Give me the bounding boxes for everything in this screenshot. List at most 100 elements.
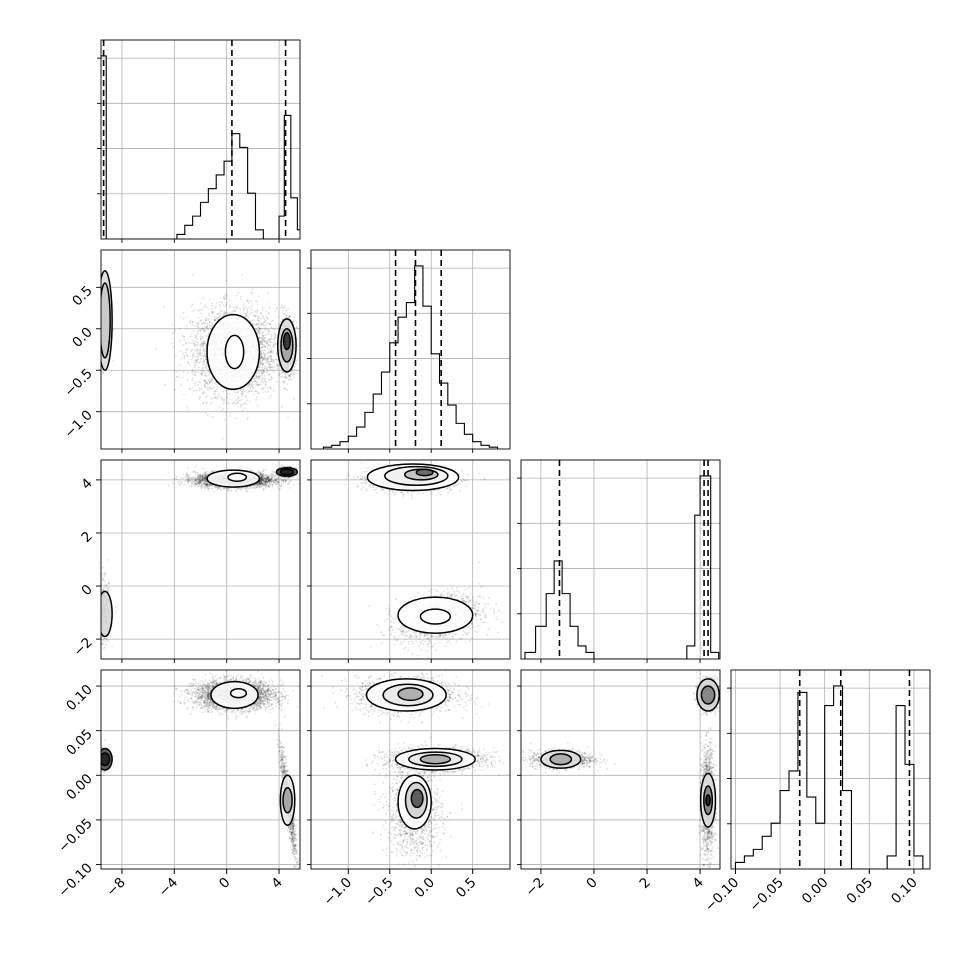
sample-point bbox=[98, 304, 100, 306]
sample-point bbox=[202, 358, 204, 360]
sample-point bbox=[268, 339, 270, 341]
sample-point bbox=[188, 342, 190, 344]
sample-point bbox=[97, 333, 99, 335]
sample-point bbox=[270, 351, 272, 353]
sample-point bbox=[200, 355, 202, 357]
sample-point bbox=[186, 348, 188, 350]
sample-point bbox=[240, 296, 242, 298]
sample-point bbox=[293, 371, 295, 373]
sample-point bbox=[273, 367, 275, 369]
sample-point bbox=[256, 376, 258, 378]
sample-point bbox=[215, 398, 217, 400]
sample-point bbox=[285, 317, 287, 319]
sample-point bbox=[196, 348, 198, 350]
sample-point bbox=[194, 364, 196, 366]
sample-point bbox=[199, 330, 201, 332]
sample-point bbox=[289, 376, 291, 378]
sample-point bbox=[207, 307, 209, 309]
sample-point bbox=[201, 323, 203, 325]
panel-frame bbox=[731, 670, 930, 869]
sample-point bbox=[271, 359, 273, 361]
sample-point bbox=[200, 319, 202, 321]
sample-point bbox=[259, 384, 261, 386]
sample-point bbox=[97, 643, 99, 645]
sample-point bbox=[185, 342, 187, 344]
sample-point bbox=[198, 317, 200, 319]
sample-point bbox=[240, 298, 242, 300]
sample-point bbox=[263, 382, 265, 384]
sample-point bbox=[198, 398, 200, 400]
sample-point bbox=[214, 307, 216, 309]
sample-point bbox=[275, 310, 277, 312]
sample-point bbox=[98, 301, 100, 303]
density-contour bbox=[225, 335, 243, 368]
sample-point bbox=[230, 304, 232, 306]
sample-point bbox=[269, 361, 271, 363]
sample-point bbox=[201, 375, 203, 377]
sample-point bbox=[272, 320, 274, 322]
sample-point bbox=[250, 313, 252, 315]
sample-point bbox=[97, 301, 99, 303]
sample-point bbox=[244, 391, 246, 393]
sample-point bbox=[261, 349, 263, 351]
sample-point bbox=[98, 619, 100, 621]
sample-point bbox=[196, 352, 198, 354]
sample-point bbox=[102, 264, 104, 266]
sample-point bbox=[97, 337, 99, 339]
sample-point bbox=[174, 370, 176, 372]
sample-point bbox=[236, 401, 238, 403]
sample-point bbox=[199, 349, 201, 351]
sample-point bbox=[286, 377, 288, 379]
histogram-panel-0 bbox=[96, 40, 305, 239]
sample-point bbox=[261, 366, 263, 368]
sample-point bbox=[205, 412, 207, 414]
sample-point bbox=[264, 320, 266, 322]
sample-point bbox=[191, 342, 193, 344]
sample-point bbox=[189, 321, 191, 323]
sample-point bbox=[223, 298, 225, 300]
sample-point bbox=[258, 295, 260, 297]
sample-point bbox=[173, 346, 175, 348]
sample-point bbox=[262, 306, 264, 308]
sample-point bbox=[263, 345, 265, 347]
sample-point bbox=[199, 397, 201, 399]
sample-point bbox=[222, 398, 224, 400]
sample-point bbox=[190, 388, 192, 390]
sample-point bbox=[266, 366, 268, 368]
sample-point bbox=[95, 605, 97, 607]
sample-point bbox=[223, 408, 225, 410]
sample-point bbox=[256, 396, 258, 398]
histogram-step-0 bbox=[96, 56, 305, 239]
sample-point bbox=[245, 314, 247, 316]
sample-point bbox=[284, 307, 286, 309]
sample-point bbox=[269, 374, 271, 376]
sample-point bbox=[262, 359, 264, 361]
sample-point bbox=[247, 391, 249, 393]
sample-point bbox=[264, 358, 266, 360]
sample-point bbox=[270, 326, 272, 328]
sample-point bbox=[270, 368, 272, 370]
sample-point bbox=[224, 305, 226, 307]
sample-point bbox=[264, 366, 266, 368]
sample-point bbox=[104, 576, 106, 578]
sample-point bbox=[105, 644, 107, 646]
sample-point bbox=[182, 353, 184, 355]
sample-point bbox=[96, 607, 98, 609]
sample-point bbox=[96, 304, 98, 306]
sample-point bbox=[269, 323, 271, 325]
sample-point bbox=[253, 319, 255, 321]
sample-point bbox=[267, 351, 269, 353]
sample-point bbox=[269, 307, 271, 309]
sample-point bbox=[245, 307, 247, 309]
sample-point bbox=[200, 342, 202, 344]
sample-point bbox=[198, 323, 200, 325]
sample-point bbox=[194, 355, 196, 357]
sample-point bbox=[243, 308, 245, 310]
sample-point bbox=[255, 329, 257, 331]
sample-point bbox=[199, 389, 201, 391]
sample-point bbox=[257, 332, 259, 334]
sample-point bbox=[203, 330, 205, 332]
sample-point bbox=[200, 370, 202, 372]
sample-point bbox=[249, 401, 251, 403]
sample-point bbox=[260, 312, 262, 314]
